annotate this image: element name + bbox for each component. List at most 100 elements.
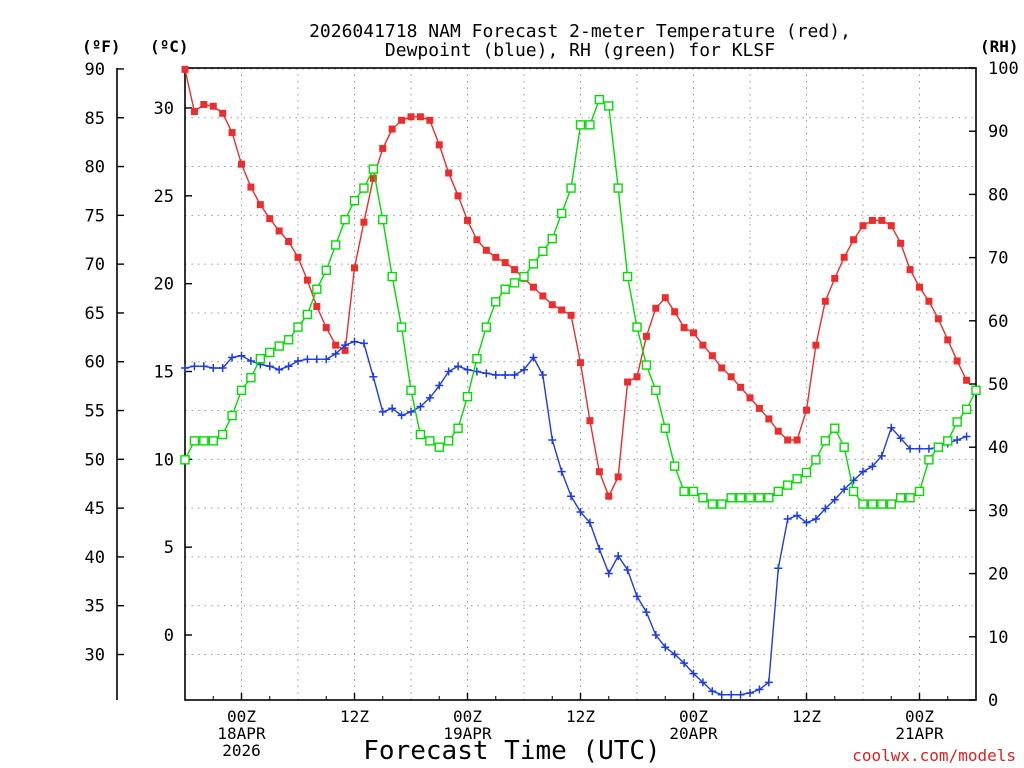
rh-point bbox=[924, 455, 934, 465]
rh-point bbox=[236, 385, 247, 396]
rh-point bbox=[754, 493, 765, 503]
rh-point bbox=[867, 499, 878, 509]
rh-point bbox=[472, 354, 482, 364]
2-meter-temperature-point bbox=[398, 116, 406, 124]
2-meter-temperature-point bbox=[614, 473, 622, 481]
rh-point bbox=[764, 493, 774, 503]
dewpoint-point bbox=[275, 365, 284, 374]
dewpoint-point bbox=[209, 363, 218, 372]
celsius-tick-label: 15 bbox=[154, 363, 174, 383]
celsius-axis: 30 25 20 15 10 5 0 bbox=[154, 99, 192, 646]
celsius-tick-label: 25 bbox=[154, 187, 174, 207]
2-meter-temperature-point bbox=[351, 264, 358, 272]
time-tick-label: 00Z bbox=[679, 707, 708, 726]
dewpoint-point bbox=[312, 355, 321, 364]
2-meter-temperature-point bbox=[539, 292, 547, 300]
rh-point bbox=[199, 436, 209, 446]
rh-point bbox=[387, 271, 397, 282]
dewpoint-point bbox=[416, 402, 425, 411]
rh-point bbox=[604, 101, 614, 111]
dewpoint-point bbox=[520, 365, 528, 374]
rh-point bbox=[792, 474, 802, 484]
rh-point bbox=[886, 499, 896, 509]
dewpoint-point bbox=[322, 355, 331, 364]
time-tick-label: 00Z bbox=[453, 707, 482, 726]
2-meter-temperature-point bbox=[454, 192, 462, 200]
dewpoint-point bbox=[689, 669, 698, 678]
2-meter-temperature-point bbox=[784, 436, 792, 444]
dewpoint-point bbox=[802, 518, 811, 527]
rh-tick-label: 90 bbox=[988, 122, 1008, 142]
rh-point bbox=[462, 391, 473, 402]
dewpoint-point bbox=[181, 363, 189, 372]
2-meter-temperature-point bbox=[247, 183, 255, 191]
2-meter-temperature-point bbox=[577, 359, 584, 367]
2-meter-temperature-point bbox=[680, 324, 688, 332]
time-tick-label: 2026 bbox=[222, 741, 261, 760]
rh-point bbox=[321, 265, 331, 275]
2-meter-temperature-point bbox=[755, 404, 763, 412]
time-tick-label: 18APR bbox=[217, 724, 266, 743]
rh-point bbox=[481, 322, 492, 332]
2-meter-temperature-point bbox=[558, 306, 566, 314]
fahrenheit-tick-label: 55 bbox=[85, 402, 105, 422]
dewpoint-point bbox=[585, 518, 594, 527]
dewpoint-point bbox=[962, 432, 971, 441]
rh-point bbox=[943, 436, 953, 446]
rh-point bbox=[566, 183, 576, 193]
2-meter-temperature-point bbox=[633, 373, 641, 381]
rh-tick-label: 100 bbox=[988, 59, 1019, 79]
rh-point bbox=[500, 284, 510, 294]
2-meter-temperature-point bbox=[511, 266, 519, 274]
rh-point bbox=[961, 404, 972, 414]
dewpoint-point bbox=[651, 631, 660, 639]
2-meter-temperature-point bbox=[642, 332, 650, 340]
rh-point bbox=[726, 493, 736, 503]
rh-point bbox=[453, 423, 463, 433]
2-meter-temperature-point bbox=[388, 125, 396, 133]
celsius-tick-label: 5 bbox=[164, 538, 174, 558]
fahrenheit-tick-label: 65 bbox=[85, 304, 105, 324]
dewpoint-point bbox=[736, 690, 745, 699]
celsius-tick-label: 0 bbox=[164, 626, 174, 646]
2-meter-temperature-point bbox=[322, 324, 330, 332]
2-meter-temperature-point bbox=[934, 315, 942, 323]
dewpoint-point bbox=[868, 462, 877, 471]
celsius-tick-label: 30 bbox=[154, 99, 174, 119]
rh-point bbox=[265, 347, 275, 358]
rh-point bbox=[669, 461, 680, 471]
rh-point bbox=[801, 467, 812, 478]
rh-point bbox=[217, 429, 228, 440]
dewpoint-point bbox=[548, 436, 557, 445]
2-meter-temperature-point bbox=[586, 417, 594, 425]
2-meter-temperature-line bbox=[184, 69, 968, 498]
rh-point bbox=[378, 214, 388, 225]
dewpoint-point bbox=[595, 544, 604, 553]
time-tick-label: 00Z bbox=[905, 707, 934, 726]
dewpoint-point bbox=[811, 515, 820, 524]
2-meter-temperature-point bbox=[737, 383, 745, 391]
watermark: coolwx.com/models bbox=[852, 746, 1016, 765]
2-meter-temperature-point bbox=[238, 160, 245, 168]
2-meter-temperature-point bbox=[426, 116, 434, 124]
dewpoint-point bbox=[680, 659, 689, 668]
2-meter-temperature-point bbox=[435, 141, 443, 149]
rh-point bbox=[745, 493, 755, 503]
celsius-tick-label: 10 bbox=[154, 450, 174, 470]
2-meter-temperature-point bbox=[727, 373, 735, 381]
dewpoint-point bbox=[642, 608, 651, 617]
dewpoint-point bbox=[510, 371, 519, 380]
rh-point bbox=[528, 259, 539, 269]
2-meter-temperature-point bbox=[708, 352, 716, 360]
2-meter-temperature-point bbox=[671, 308, 679, 316]
fahrenheit-tick-label: 35 bbox=[85, 597, 105, 617]
rh-point bbox=[933, 442, 944, 452]
dewpoint-point bbox=[378, 407, 387, 416]
time-tick-label: 20APR bbox=[669, 724, 718, 743]
rh-point bbox=[914, 486, 925, 497]
2-meter-temperature-point bbox=[209, 102, 217, 110]
fahrenheit-tick-label: 50 bbox=[85, 450, 105, 470]
rh-point bbox=[283, 335, 294, 345]
rh-point bbox=[858, 499, 868, 509]
rh-point bbox=[877, 499, 887, 509]
